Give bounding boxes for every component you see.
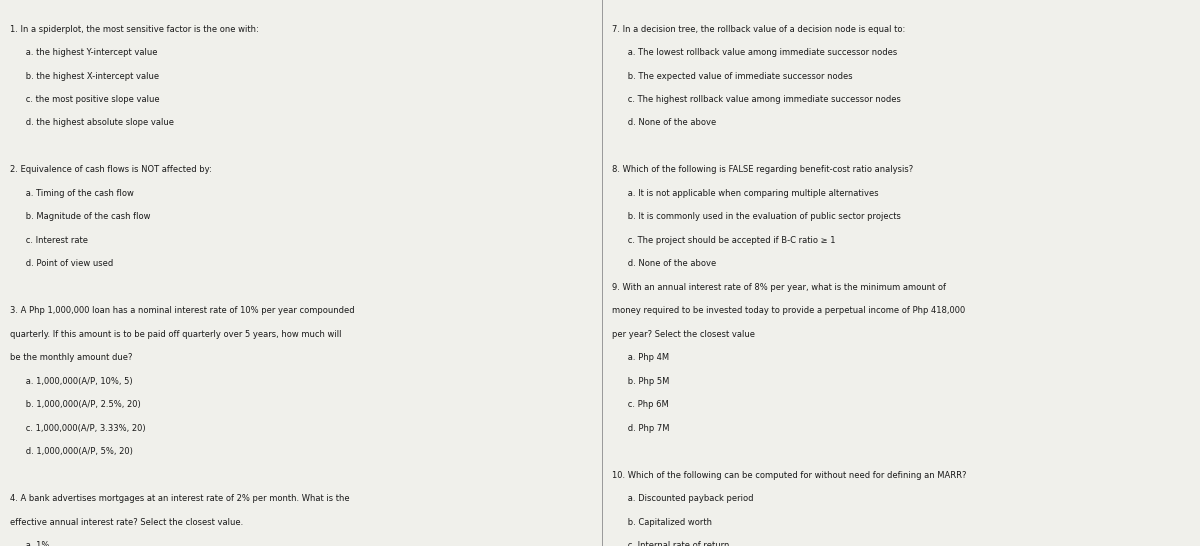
Text: per year? Select the closest value: per year? Select the closest value <box>612 330 755 339</box>
Text: 10. Which of the following can be computed for without need for defining an MARR: 10. Which of the following can be comput… <box>612 471 966 479</box>
Text: b. 1,000,000(A/P, 2.5%, 20): b. 1,000,000(A/P, 2.5%, 20) <box>10 400 140 409</box>
Text: c. Php 6M: c. Php 6M <box>612 400 668 409</box>
Text: b. Php 5M: b. Php 5M <box>612 377 670 385</box>
Text: a. Timing of the cash flow: a. Timing of the cash flow <box>10 189 133 198</box>
Text: 4. A bank advertises mortgages at an interest rate of 2% per month. What is the: 4. A bank advertises mortgages at an int… <box>10 494 349 503</box>
Text: a. the highest Y-intercept value: a. the highest Y-intercept value <box>10 48 157 57</box>
Text: c. the most positive slope value: c. the most positive slope value <box>10 95 160 104</box>
Text: 3. A Php 1,000,000 loan has a nominal interest rate of 10% per year compounded: 3. A Php 1,000,000 loan has a nominal in… <box>10 306 354 315</box>
Text: b. Capitalized worth: b. Capitalized worth <box>612 518 712 526</box>
Text: d. 1,000,000(A/P, 5%, 20): d. 1,000,000(A/P, 5%, 20) <box>10 447 132 456</box>
Text: b. The expected value of immediate successor nodes: b. The expected value of immediate succe… <box>612 72 853 80</box>
Text: c. 1,000,000(A/P, 3.33%, 20): c. 1,000,000(A/P, 3.33%, 20) <box>10 424 145 432</box>
Text: 8. Which of the following is FALSE regarding benefit-cost ratio analysis?: 8. Which of the following is FALSE regar… <box>612 165 913 174</box>
Text: a. Discounted payback period: a. Discounted payback period <box>612 494 754 503</box>
Text: 2. Equivalence of cash flows is NOT affected by:: 2. Equivalence of cash flows is NOT affe… <box>10 165 211 174</box>
Text: a. 1%: a. 1% <box>10 541 49 546</box>
Text: d. None of the above: d. None of the above <box>612 118 716 127</box>
Text: 7. In a decision tree, the rollback value of a decision node is equal to:: 7. In a decision tree, the rollback valu… <box>612 25 905 33</box>
Text: effective annual interest rate? Select the closest value.: effective annual interest rate? Select t… <box>10 518 242 526</box>
Text: d. None of the above: d. None of the above <box>612 259 716 268</box>
Text: b. It is commonly used in the evaluation of public sector projects: b. It is commonly used in the evaluation… <box>612 212 901 221</box>
Text: d. Php 7M: d. Php 7M <box>612 424 670 432</box>
Text: d. Point of view used: d. Point of view used <box>10 259 113 268</box>
Text: 1. In a spiderplot, the most sensitive factor is the one with:: 1. In a spiderplot, the most sensitive f… <box>10 25 258 33</box>
Text: c. The highest rollback value among immediate successor nodes: c. The highest rollback value among imme… <box>612 95 901 104</box>
Text: b. the highest X-intercept value: b. the highest X-intercept value <box>10 72 158 80</box>
Text: a. It is not applicable when comparing multiple alternatives: a. It is not applicable when comparing m… <box>612 189 878 198</box>
Text: money required to be invested today to provide a perpetual income of Php 418,000: money required to be invested today to p… <box>612 306 965 315</box>
Text: d. the highest absolute slope value: d. the highest absolute slope value <box>10 118 174 127</box>
Text: c. The project should be accepted if B-C ratio ≥ 1: c. The project should be accepted if B-C… <box>612 236 835 245</box>
Text: b. Magnitude of the cash flow: b. Magnitude of the cash flow <box>10 212 150 221</box>
Text: a. 1,000,000(A/P, 10%, 5): a. 1,000,000(A/P, 10%, 5) <box>10 377 132 385</box>
Text: quarterly. If this amount is to be paid off quarterly over 5 years, how much wil: quarterly. If this amount is to be paid … <box>10 330 341 339</box>
Text: 9. With an annual interest rate of 8% per year, what is the minimum amount of: 9. With an annual interest rate of 8% pe… <box>612 283 946 292</box>
Text: a. The lowest rollback value among immediate successor nodes: a. The lowest rollback value among immed… <box>612 48 898 57</box>
Text: c. Interest rate: c. Interest rate <box>10 236 88 245</box>
Text: c. Internal rate of return: c. Internal rate of return <box>612 541 730 546</box>
Text: be the monthly amount due?: be the monthly amount due? <box>10 353 132 362</box>
Text: a. Php 4M: a. Php 4M <box>612 353 670 362</box>
